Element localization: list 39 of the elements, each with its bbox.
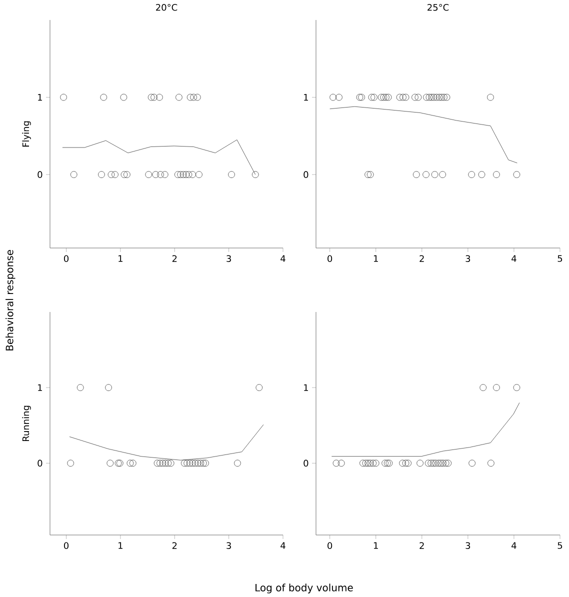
x-tick-label: 3 <box>226 255 231 262</box>
x-tick-label: 4 <box>280 542 286 549</box>
x-tick-label: 3 <box>466 255 470 262</box>
line-series <box>62 140 256 175</box>
x-tick-label: 4 <box>280 255 286 262</box>
y-tick-label: 1 <box>38 94 42 101</box>
y-tick-label: 1 <box>304 94 308 101</box>
y-tick-label: 1 <box>304 384 308 391</box>
x-tick-label: 2 <box>172 542 177 549</box>
x-tick-label: 5 <box>558 255 562 262</box>
x-tick-label: 2 <box>172 255 177 262</box>
x-tick-label: 0 <box>64 255 69 262</box>
x-tick-label: 2 <box>420 542 424 549</box>
x-tick-label: 1 <box>118 255 122 262</box>
y-tick-label: 0 <box>38 460 42 467</box>
text: Behavioral response <box>6 250 16 350</box>
x-tick-label: 4 <box>512 542 516 549</box>
y-tick-label: 1 <box>38 384 42 391</box>
line-series <box>331 402 520 457</box>
line-series <box>330 106 518 164</box>
y-tick-label: 0 <box>304 171 308 178</box>
text: Log of body volume <box>256 584 353 594</box>
x-tick-label: 4 <box>512 255 516 262</box>
x-tick-label: 0 <box>328 255 332 262</box>
x-tick-label: 3 <box>466 542 470 549</box>
x-tick-label: 1 <box>118 542 122 549</box>
x-tick-label: 3 <box>226 542 231 549</box>
y-axis-title: Running <box>22 406 31 442</box>
x-tick-label: 2 <box>420 255 424 262</box>
chart-title: 20°C <box>156 4 178 11</box>
x-tick-label: 1 <box>374 255 378 262</box>
x-tick-label: 0 <box>64 542 69 549</box>
y-axis-title: Flying <box>22 121 31 147</box>
x-tick-label: 1 <box>374 542 378 549</box>
chart-title: 25°C <box>428 4 449 11</box>
y-tick-label: 0 <box>304 460 308 467</box>
x-tick-label: 0 <box>328 542 332 549</box>
x-tick-label: 5 <box>558 542 562 549</box>
y-tick-label: 0 <box>38 171 42 178</box>
